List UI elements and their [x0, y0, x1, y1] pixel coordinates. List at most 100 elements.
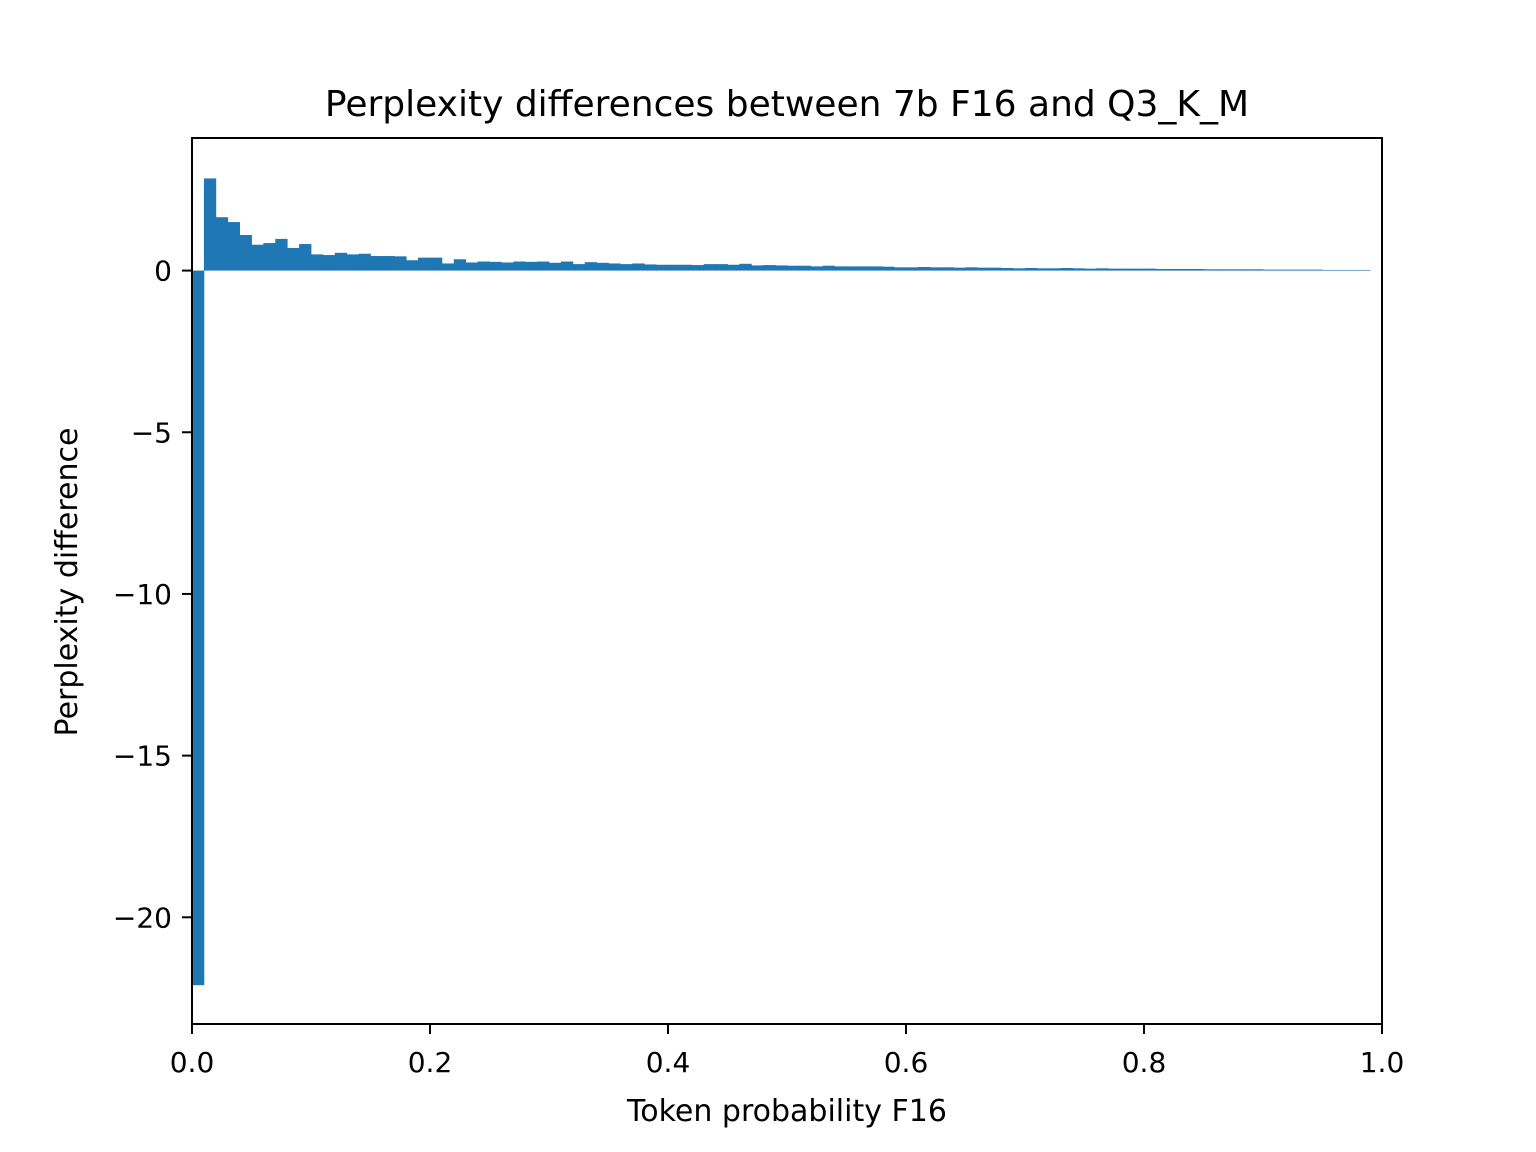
histogram-bar: [334, 252, 348, 271]
histogram-bar: [977, 267, 990, 271]
histogram-bar: [1096, 268, 1109, 271]
histogram-bar: [989, 267, 1002, 271]
histogram-bar: [679, 264, 693, 271]
histogram-bar: [668, 264, 681, 271]
histogram-bar: [1048, 268, 1062, 271]
histogram-bar: [572, 264, 586, 271]
histogram-bar: [1358, 269, 1371, 271]
histogram-bar: [1334, 269, 1347, 271]
histogram-bar: [739, 263, 752, 271]
histogram-bar: [608, 263, 621, 271]
x-tick-label: 0.4: [646, 1046, 691, 1079]
histogram-bar: [1227, 269, 1240, 271]
plot-frame: [191, 137, 1383, 1025]
histogram-bar: [1132, 268, 1145, 271]
y-tick-label: −5: [131, 416, 172, 449]
histogram-bar: [394, 256, 407, 271]
histogram-bar: [917, 267, 931, 271]
histogram-bar: [834, 266, 847, 271]
y-tick-label: −10: [113, 578, 172, 611]
histogram-bar: [406, 260, 419, 271]
histogram-bar: [953, 267, 966, 271]
histogram-bar: [691, 265, 705, 271]
histogram-bar: [1239, 269, 1252, 271]
histogram-bar: [632, 263, 645, 271]
histogram-bar: [370, 256, 383, 271]
x-tick-label: 0.6: [884, 1046, 929, 1079]
histogram-bar: [1179, 268, 1192, 271]
histogram-bar: [1263, 269, 1276, 271]
histogram-bar: [513, 261, 526, 271]
y-tick-label: −15: [113, 740, 172, 773]
histogram-bar: [906, 267, 919, 271]
histogram-bar: [549, 262, 562, 271]
histogram-bar: [822, 265, 835, 271]
histogram-bar: [525, 261, 538, 271]
histogram-bar: [489, 261, 502, 271]
histogram-bar: [560, 261, 574, 271]
histogram-bar: [703, 264, 716, 271]
histogram-bar: [882, 266, 895, 271]
histogram-bar: [215, 217, 229, 271]
chart-title: Perplexity differences between 7b F16 an…: [325, 84, 1249, 125]
histogram-bar: [418, 257, 431, 271]
histogram-bar: [453, 259, 467, 271]
histogram-bar: [358, 253, 371, 271]
histogram-bar: [858, 266, 871, 271]
histogram-bar: [1060, 267, 1073, 271]
histogram-bar: [1001, 267, 1014, 271]
y-axis-label: Perplexity difference: [50, 428, 85, 737]
histogram-bar: [537, 261, 550, 271]
bars-group: [192, 178, 1371, 986]
histogram-bar: [763, 265, 776, 271]
histogram-bar: [501, 262, 514, 271]
histogram-bar: [894, 267, 907, 271]
histogram-bar: [620, 264, 633, 271]
histogram-bar: [787, 265, 800, 271]
histogram-bar: [1013, 268, 1026, 271]
histogram-bar: [275, 238, 288, 271]
y-tick-label: −20: [113, 901, 172, 934]
histogram-bar: [382, 256, 395, 271]
histogram-bar: [346, 254, 359, 271]
histogram-bar: [1346, 269, 1359, 271]
y-axis-ticks: 0 −5 −10 −15 −20: [113, 255, 192, 934]
histogram-bar: [1108, 268, 1121, 271]
histogram-bar: [430, 257, 443, 271]
histogram-bar: [1144, 268, 1157, 271]
histogram-bar: [715, 264, 728, 271]
histogram-bar: [263, 243, 276, 271]
histogram-bar: [596, 262, 609, 271]
histogram-bar: [441, 263, 455, 271]
histogram-bar: [656, 264, 669, 271]
histogram-bar: [287, 247, 300, 271]
histogram-bar: [1322, 269, 1335, 271]
histogram-bar: [870, 266, 883, 271]
histogram-bar: [311, 254, 324, 271]
histogram-bar: [1120, 268, 1133, 271]
histogram-bar: [239, 235, 252, 271]
x-axis-ticks: 0.0 0.2 0.4 0.6 0.8 1.0: [170, 1024, 1404, 1079]
histogram-bar: [775, 265, 788, 271]
histogram-bar: [1084, 268, 1097, 271]
x-tick-label: 0.2: [408, 1046, 453, 1079]
histogram-bar: [810, 266, 824, 271]
histogram-bar: [1286, 269, 1300, 271]
histogram-bar: [1025, 267, 1038, 271]
y-tick-label: 0: [154, 255, 172, 288]
histogram-bar: [477, 261, 490, 271]
histogram-bar: [727, 264, 740, 271]
histogram-bar: [1036, 268, 1050, 271]
x-tick-label: 0.8: [1122, 1046, 1167, 1079]
histogram-bar: [941, 267, 954, 271]
histogram-bar: [798, 265, 812, 271]
histogram-bar: [965, 267, 978, 271]
histogram-bar: [465, 262, 478, 271]
histogram-bar: [1072, 268, 1085, 271]
histogram-bar: [1191, 268, 1204, 271]
histogram-bar: [192, 270, 205, 986]
x-axis-label: Token probability F16: [626, 1094, 947, 1129]
histogram-bar: [584, 262, 597, 271]
